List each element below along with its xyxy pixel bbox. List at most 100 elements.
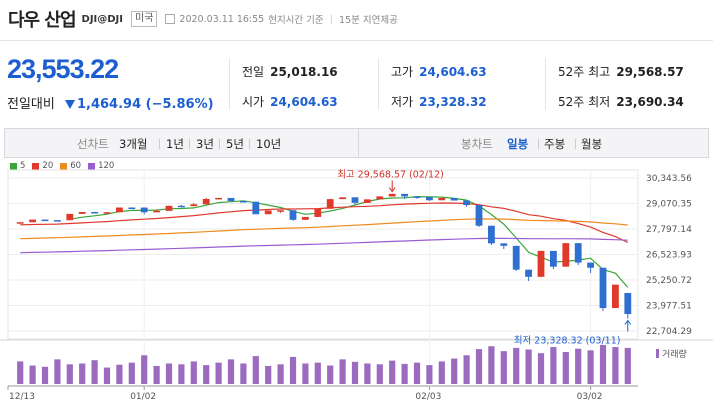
volume-bar (302, 363, 309, 384)
volume-label: 거래량 (662, 348, 687, 360)
chart-tab-bar: 선차트 3개월 1년 3년 5년 10년 봉차트 일봉 주봉 월봉 (4, 128, 709, 158)
candle-body (41, 219, 49, 222)
header-divider (0, 40, 713, 41)
tab-monthly[interactable]: 월봉 (581, 137, 603, 151)
candle-body (227, 197, 235, 201)
candle-body (115, 207, 123, 213)
volume-bar (277, 364, 284, 384)
candle-body (624, 292, 632, 315)
candle-body (128, 207, 136, 210)
candle-body (574, 243, 582, 263)
candle-body (91, 212, 99, 214)
candle-body (66, 213, 74, 221)
current-price: 23,553.22 (7, 54, 119, 84)
volume-bar (500, 351, 507, 384)
candle-body (190, 204, 198, 207)
candle-chart-label[interactable]: 봉차트 (461, 137, 493, 151)
candle-body (326, 199, 334, 209)
volume-bar (54, 359, 61, 384)
chart-grid (0, 169, 713, 387)
candle-body (401, 193, 409, 197)
ma120-line (20, 237, 628, 254)
tab-3m[interactable]: 3개월 (119, 137, 148, 151)
y-tick-label: 26,523.93 (646, 251, 692, 261)
tab-1y[interactable]: 1년 (166, 137, 184, 151)
candle-body (475, 205, 483, 226)
price-change: 전일대비 1,464.94 (−5.86%) (7, 93, 214, 112)
candle-series (16, 193, 632, 319)
candle-body (339, 197, 347, 200)
volume-bar (240, 363, 247, 384)
ma20-label: 20 (42, 161, 54, 171)
volume-bar (426, 365, 433, 384)
tab-weekly[interactable]: 주봉 (544, 137, 566, 151)
y-tick-label: 23,977.51 (646, 302, 692, 312)
stats-divider (229, 58, 230, 110)
tab-separator (249, 139, 250, 149)
stat-open: 시가 24,604.63 (242, 95, 338, 109)
candle-body (388, 193, 396, 197)
volume-bar (227, 359, 235, 384)
y-tick-label: 25,250.72 (646, 276, 692, 286)
volume-bar (413, 362, 421, 384)
volume-bar (91, 360, 98, 384)
ma5-swatch (10, 162, 17, 170)
volume-bar (141, 355, 148, 384)
market-badge: 미국 (131, 11, 158, 27)
volume-bar (153, 365, 160, 384)
candle-body (463, 200, 471, 206)
volume-bar (29, 365, 36, 384)
candle-body (165, 205, 173, 211)
volume-bars (17, 345, 631, 384)
candle-body (140, 207, 148, 213)
candle-body (549, 250, 557, 267)
tab-5y[interactable]: 5년 (226, 137, 244, 151)
x-tick-label: 02/03 (415, 392, 441, 402)
volume-bar (327, 365, 334, 384)
ma-legend: 5 20 60 120 (10, 161, 114, 171)
ma60-label: 60 (70, 161, 82, 171)
stats-divider (378, 58, 379, 110)
volume-bar (178, 364, 185, 384)
candle-body (500, 243, 508, 246)
stock-code: DJI@DJI (81, 13, 123, 25)
candle-body (264, 210, 272, 215)
stock-header: 다우 산업 DJI@DJI 미국 2020.03.11 16:55 현지시간 기… (8, 6, 398, 32)
quote-datetime: 2020.03.11 16:55 (179, 13, 265, 25)
chart-axes: 30,343.56 29,070.35 27,797.14 26,523.93 25,2… (7, 174, 692, 402)
candle-body (252, 201, 260, 215)
volume-bar (128, 362, 135, 384)
candle-body (277, 210, 285, 212)
volume-bar (364, 363, 371, 384)
volume-bar (451, 358, 458, 384)
candle-body (562, 243, 570, 267)
delay-note: 15분 지연제공 (339, 15, 398, 26)
line-chart-label[interactable]: 선차트 (77, 137, 109, 151)
candle-body (301, 216, 309, 220)
candle-body (289, 210, 297, 220)
volume-bar (103, 367, 111, 384)
candle-body (512, 245, 520, 270)
candle-body (611, 284, 619, 309)
x-tick-label: 01/02 (130, 392, 156, 402)
chart-annotations: 최고 29,568.57 (02/12) 최저 23,328.32 (03/11) (337, 170, 632, 347)
x-tick-label: 12/13 (9, 392, 35, 402)
candle-body (599, 267, 607, 309)
time-note: 현지시간 기준 (268, 15, 324, 26)
volume-bar (339, 359, 346, 384)
candle-body (202, 198, 210, 205)
down-arrow-icon (64, 100, 75, 109)
candle-body (487, 225, 495, 244)
tab-separator (159, 139, 160, 149)
volume-bar (475, 349, 483, 384)
tab-daily[interactable]: 일봉 (507, 137, 529, 151)
tab-3y[interactable]: 3년 (196, 137, 214, 151)
volume-bar (165, 363, 173, 384)
change-label: 전일대비 (7, 97, 55, 112)
volume-bar (401, 363, 408, 384)
ma20-line (20, 202, 629, 244)
ma60-swatch (60, 162, 68, 170)
tab-10y[interactable]: 10년 (256, 137, 282, 151)
volume-bar (389, 360, 396, 384)
